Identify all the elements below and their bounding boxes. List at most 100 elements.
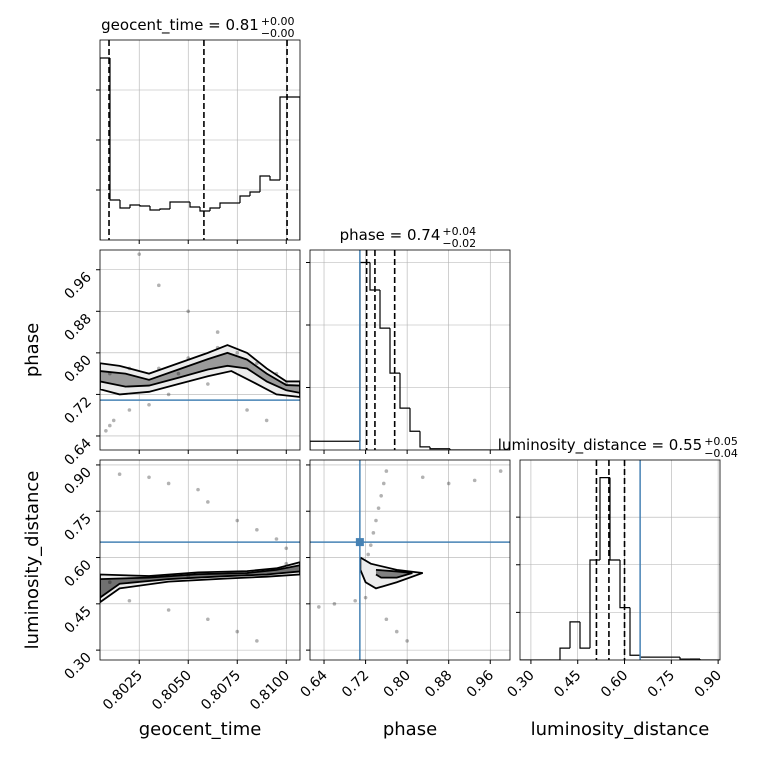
title-upper: +0.00 <box>261 15 295 28</box>
sample-point <box>472 478 477 483</box>
sample-point <box>368 543 373 547</box>
histogram-bin <box>619 560 630 609</box>
sample-point <box>206 382 210 386</box>
histogram-bin <box>189 202 200 208</box>
sample-point <box>446 481 451 486</box>
histogram-bin <box>429 446 440 450</box>
sample-point <box>284 546 289 551</box>
sample-point <box>137 252 142 256</box>
panel <box>310 250 510 450</box>
panel-frame <box>309 249 511 451</box>
sample-point <box>384 617 389 622</box>
y-tick-label: 0.96 <box>61 269 94 302</box>
sample-point <box>186 309 191 314</box>
y-tick-label: 0.90 <box>61 464 94 497</box>
histogram-bin <box>449 448 460 450</box>
x-tick-label: 0.96 <box>464 667 497 700</box>
panel-frame <box>99 249 301 451</box>
histogram-bin <box>369 262 380 291</box>
histogram-bin <box>239 195 250 203</box>
sample-point <box>366 552 370 557</box>
panel <box>310 460 510 660</box>
panel-title: geocent_time = 0.81 <box>101 16 259 35</box>
histogram-bin <box>589 559 600 649</box>
sample-point <box>245 408 249 412</box>
sample-point <box>186 574 191 578</box>
sample-point <box>376 506 381 510</box>
histogram-bin <box>379 290 390 329</box>
truth-marker <box>355 538 364 547</box>
y-tick-label: 0.30 <box>61 650 94 683</box>
title-upper: +0.05 <box>704 435 738 448</box>
panel-frame <box>99 39 301 241</box>
y-axis-label: phase <box>22 323 43 377</box>
histogram-bin <box>310 440 320 450</box>
sample-point <box>274 537 279 541</box>
x-tick-label: 0.8025 <box>100 668 146 714</box>
panel-title: phase = 0.74 <box>340 226 441 244</box>
histogram-bin <box>159 208 170 210</box>
histogram-bin <box>359 261 370 442</box>
sample-point <box>127 366 132 371</box>
histogram-bin <box>389 328 400 374</box>
histogram-bin <box>579 621 590 649</box>
contour <box>100 564 300 599</box>
x-tick-label: 0.88 <box>422 668 455 701</box>
sample-point <box>176 371 181 376</box>
sample-point <box>379 494 383 498</box>
title-lower: −0.04 <box>704 447 738 460</box>
sample-point <box>166 608 171 612</box>
sample-point <box>255 639 259 643</box>
sample-point <box>363 595 368 600</box>
histogram-bin <box>569 621 580 649</box>
sample-point <box>157 283 161 288</box>
y-tick-label: 0.80 <box>61 352 94 385</box>
sample-point <box>384 469 389 473</box>
histogram-bin <box>679 657 690 660</box>
histogram-bin <box>599 477 610 560</box>
sample-point <box>206 500 210 504</box>
histogram-bin <box>409 408 420 432</box>
sample-point <box>147 403 151 407</box>
sample-point <box>108 580 112 585</box>
sample-point <box>215 345 220 350</box>
sample-point <box>166 481 171 486</box>
histogram-bin <box>199 207 210 212</box>
title-upper: +0.04 <box>442 225 476 238</box>
histogram-bin <box>259 175 270 192</box>
x-axis-label: geocent_time <box>139 719 262 740</box>
sample-point <box>206 617 210 622</box>
title-lower: −0.02 <box>442 237 476 250</box>
histogram-bin <box>109 58 120 201</box>
panel <box>100 250 300 450</box>
sample-point <box>394 629 399 634</box>
histogram-bin <box>399 373 410 409</box>
sample-point <box>284 561 289 566</box>
sample-point <box>235 518 240 523</box>
y-tick-label: 0.64 <box>61 435 94 468</box>
histogram-bin <box>279 96 290 180</box>
histogram-bin <box>129 204 140 208</box>
y-tick-label: 0.88 <box>61 311 94 344</box>
x-tick-label: 0.75 <box>645 668 678 701</box>
histogram-bin <box>139 205 150 207</box>
title-lower: −0.00 <box>261 27 295 40</box>
y-tick-label: 0.72 <box>61 394 94 427</box>
y-tick-label: 0.75 <box>61 511 94 544</box>
y-tick-label: 0.60 <box>61 557 94 590</box>
histogram-bin <box>149 206 160 211</box>
sample-point <box>255 527 259 532</box>
histogram-bin <box>100 57 110 240</box>
sample-point <box>147 475 151 480</box>
x-tick-label: 0.8100 <box>247 668 293 714</box>
sample-point <box>381 481 386 486</box>
histogram-bin <box>699 659 710 660</box>
histogram-bin <box>290 96 300 240</box>
histogram-bin <box>249 191 260 196</box>
histogram-bin <box>269 176 280 181</box>
sample-point <box>274 371 279 376</box>
histogram-bin <box>639 655 650 658</box>
sample-point <box>353 598 357 603</box>
x-tick-label: 0.8050 <box>149 668 195 714</box>
